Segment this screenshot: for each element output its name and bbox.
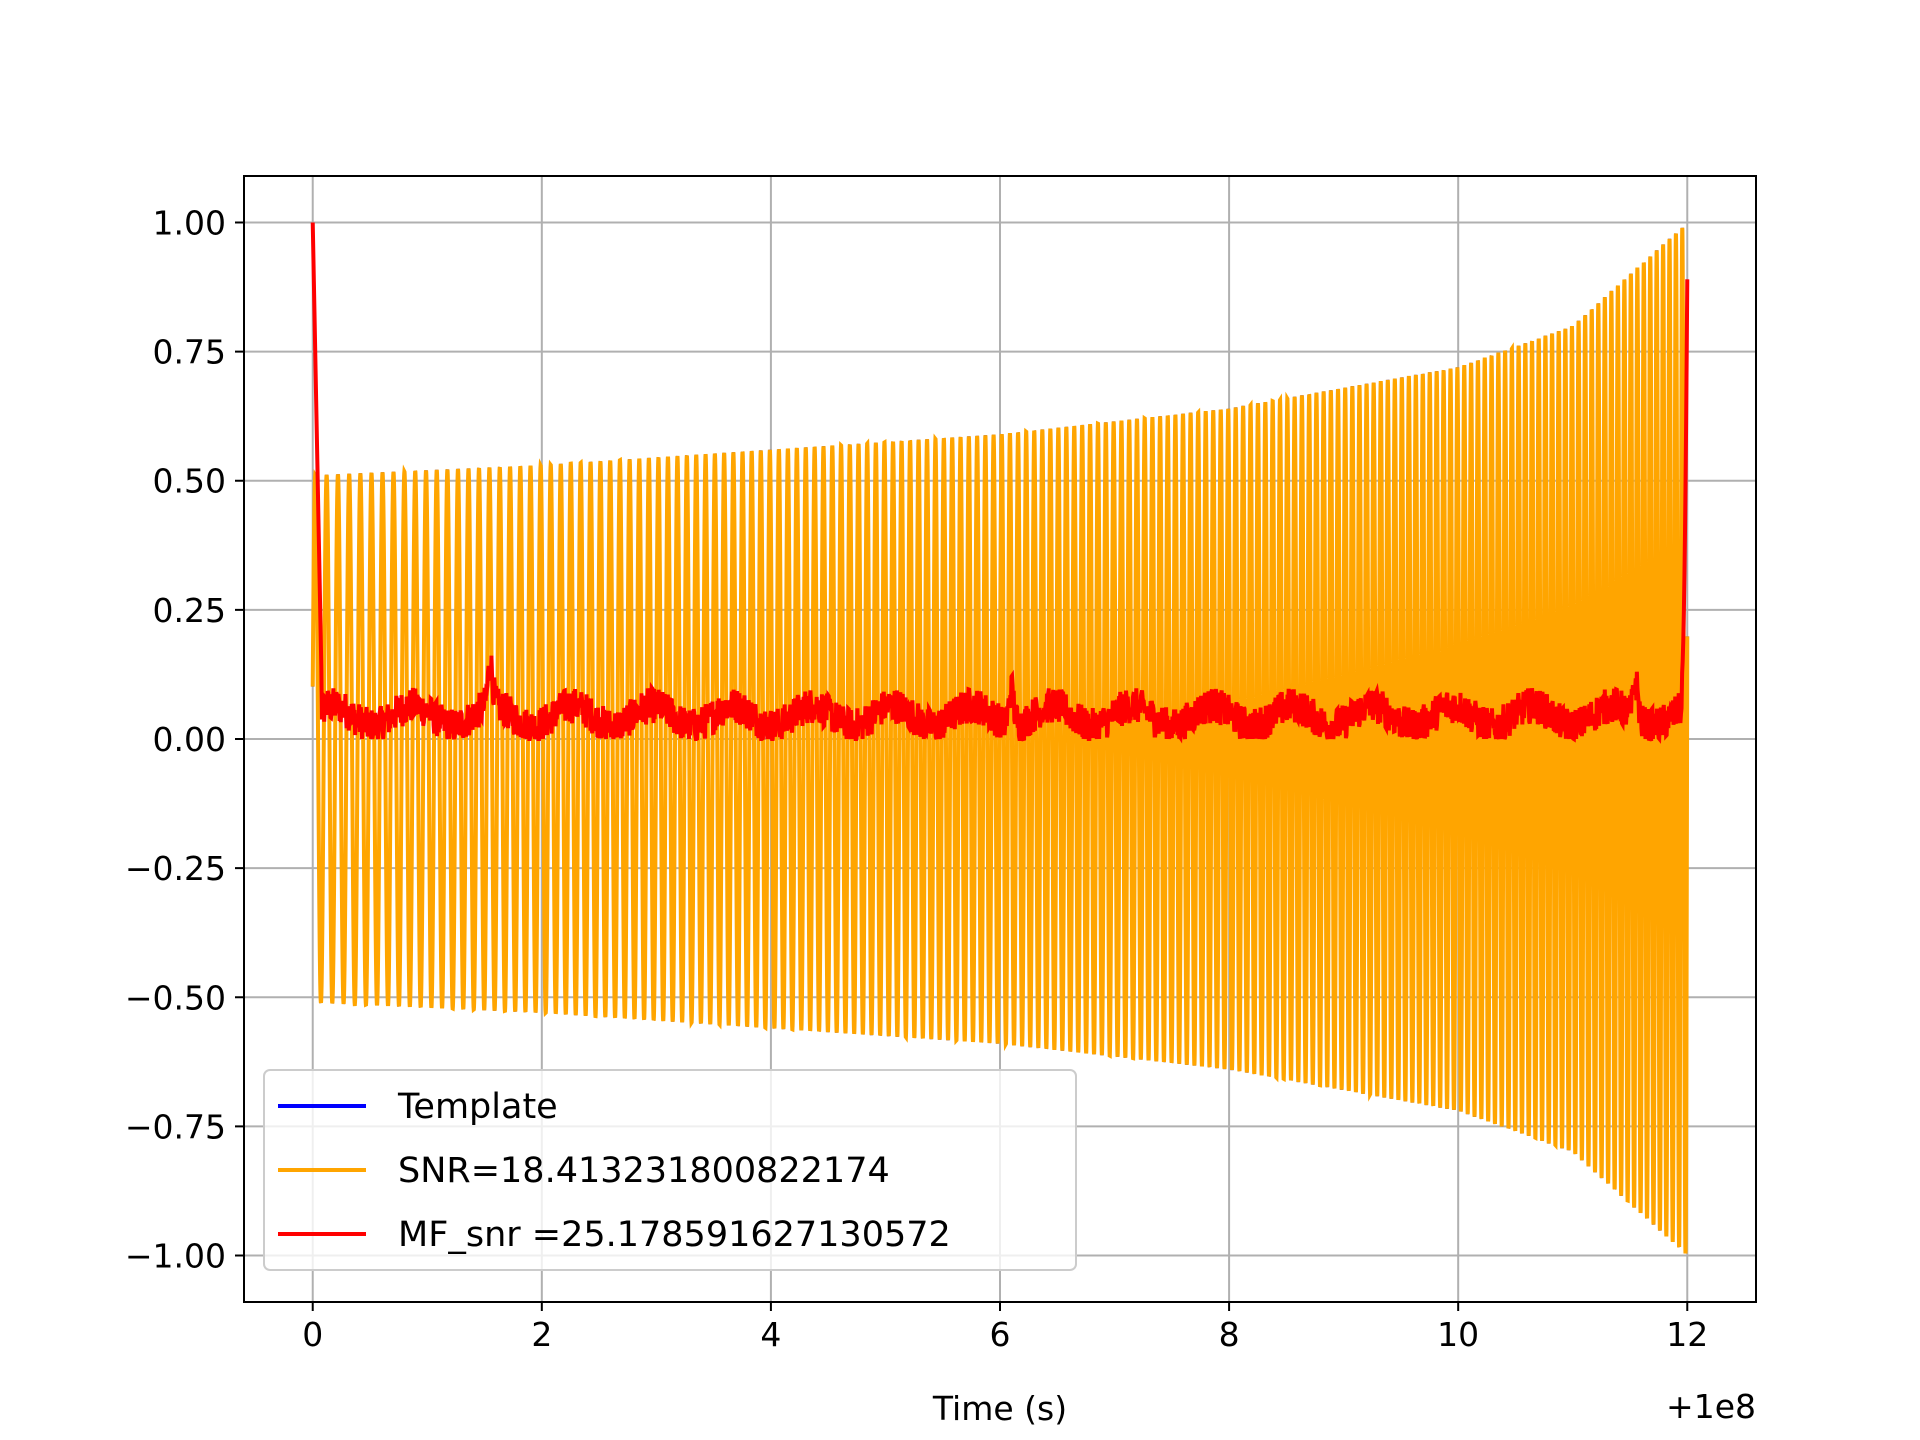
x-axis-label: Time (s) xyxy=(932,1389,1067,1428)
x-tick-label: 10 xyxy=(1437,1315,1479,1354)
y-tick-label: −0.75 xyxy=(125,1107,226,1146)
x-tick-label: 8 xyxy=(1219,1315,1240,1354)
x-tick-label: 12 xyxy=(1666,1315,1708,1354)
ticks: 0 2 4 6 8 10 12 1.00 0.75 0.50 0.25 0.00 −0.25 −0.50 −… xyxy=(125,203,1708,1354)
legend-label: MF_snr =25.178591627130572 xyxy=(398,1215,951,1255)
legend-label: SNR=18.413231800822174 xyxy=(398,1151,890,1191)
legend: Template SNR=18.413231800822174 MF_snr =25… xyxy=(263,1069,1077,1271)
x-axis-offset-label: +1e8 xyxy=(1666,1387,1756,1426)
y-tick-label: 0.50 xyxy=(153,462,226,501)
x-tick-label: 0 xyxy=(302,1315,323,1354)
y-tick-label: −0.25 xyxy=(125,849,226,888)
mf-snr-line xyxy=(310,222,1690,744)
y-tick-label: 0.00 xyxy=(153,720,226,759)
y-tick-label: 0.75 xyxy=(153,333,226,372)
legend-box xyxy=(263,1069,1077,1271)
y-tick-label: 0.25 xyxy=(153,591,226,630)
y-tick-label: −0.50 xyxy=(125,978,226,1017)
y-tick-label: −1.00 xyxy=(125,1237,226,1276)
series-layer xyxy=(310,222,1690,1254)
y-tick-label: 1.00 xyxy=(153,203,226,242)
snr-line xyxy=(310,227,1690,1254)
x-tick-label: 4 xyxy=(760,1315,781,1354)
x-tick-label: 2 xyxy=(531,1315,552,1354)
x-tick-label: 6 xyxy=(990,1315,1011,1354)
legend-label: Template xyxy=(397,1087,558,1127)
